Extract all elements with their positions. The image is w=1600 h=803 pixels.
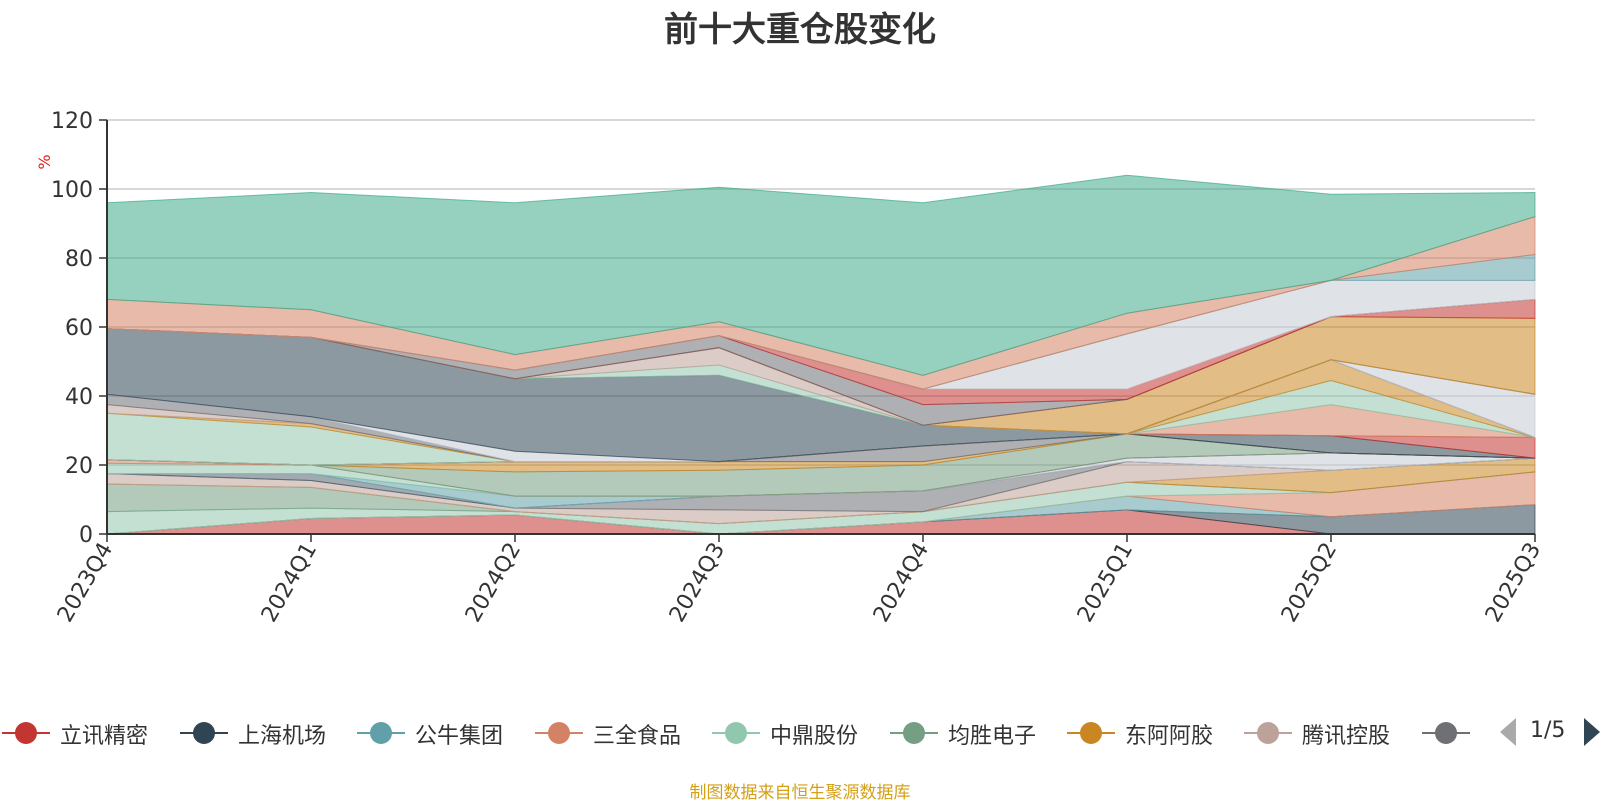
y-tick-label: 40: [65, 385, 93, 410]
x-tick-label: 2023Q4: [53, 539, 118, 627]
x-tick-label: 2024Q1: [257, 539, 322, 627]
legend-item[interactable]: 三全食品: [533, 715, 703, 751]
legend-label: 腾讯控股: [1302, 724, 1391, 749]
x-tick-label: 2024Q3: [665, 539, 730, 627]
legend-marker-icon: [712, 722, 760, 744]
data-source-note: 制图数据来自恒生聚源数据库: [689, 783, 911, 803]
x-tick-label: 2024Q2: [461, 539, 526, 627]
legend-item[interactable]: 腾讯控股: [1242, 715, 1412, 751]
legend-label: 立讯精密: [60, 724, 149, 749]
x-tick-label: 2025Q2: [1277, 539, 1342, 627]
legend: 立讯精密 上海机场 公牛集团 三全食品 中鼎股份 均胜电子 东阿阿胶 腾讯控股 第九只: [0, 715, 1480, 751]
y-tick-label: 80: [65, 247, 93, 272]
legend-marker-icon: [180, 722, 228, 744]
legend-marker-icon: [2, 722, 50, 744]
legend-marker-icon: [890, 722, 938, 744]
next-page-icon[interactable]: [1580, 714, 1600, 750]
y-tick-label: 100: [51, 178, 93, 203]
prev-page-icon[interactable]: [1496, 714, 1520, 750]
x-tick-label: 2025Q1: [1073, 539, 1138, 627]
legend-marker-icon: [535, 722, 583, 744]
y-axis-label: %: [35, 154, 54, 169]
legend-pager: 1/5: [1496, 714, 1600, 750]
legend-item[interactable]: 公牛集团: [355, 715, 525, 751]
stacked-area-chart: 0 20 40 60 80 100 120% 2023Q4 2024Q1 2024Q2 2024Q3…: [35, 109, 1546, 627]
y-tick-label: 60: [65, 316, 93, 341]
legend-marker-icon: [1067, 722, 1115, 744]
legend-page-indicator: 1/5: [1530, 718, 1566, 743]
area-35[interactable]: [106, 174, 1536, 376]
legend-item[interactable]: 立讯精密: [0, 715, 170, 751]
legend-item[interactable]: 第九只: [1420, 715, 1480, 751]
y-tick-label: 0: [79, 523, 93, 548]
area-series: [106, 174, 1536, 535]
legend-item[interactable]: 东阿阿胶: [1065, 715, 1235, 751]
legend-marker-icon: [1244, 722, 1292, 744]
y-tick-label: 20: [65, 454, 93, 479]
x-tick-label: 2025Q3: [1481, 539, 1546, 627]
y-tick-label: 120: [51, 109, 93, 134]
legend-item[interactable]: 上海机场: [178, 715, 348, 751]
legend-label: 均胜电子: [948, 724, 1037, 749]
legend-marker-icon: [1422, 722, 1470, 744]
legend-label: 东阿阿胶: [1125, 724, 1214, 749]
legend-label: 公牛集团: [415, 724, 504, 749]
legend-marker-icon: [357, 722, 405, 744]
legend-item[interactable]: 中鼎股份: [710, 715, 880, 751]
legend-item[interactable]: 均胜电子: [888, 715, 1058, 751]
legend-label: 三全食品: [593, 724, 682, 749]
x-tick-label: 2024Q4: [869, 539, 934, 627]
legend-label: 中鼎股份: [770, 724, 859, 749]
legend-label: 上海机场: [238, 724, 327, 749]
chart-title: 前十大重仓股变化: [664, 10, 936, 50]
